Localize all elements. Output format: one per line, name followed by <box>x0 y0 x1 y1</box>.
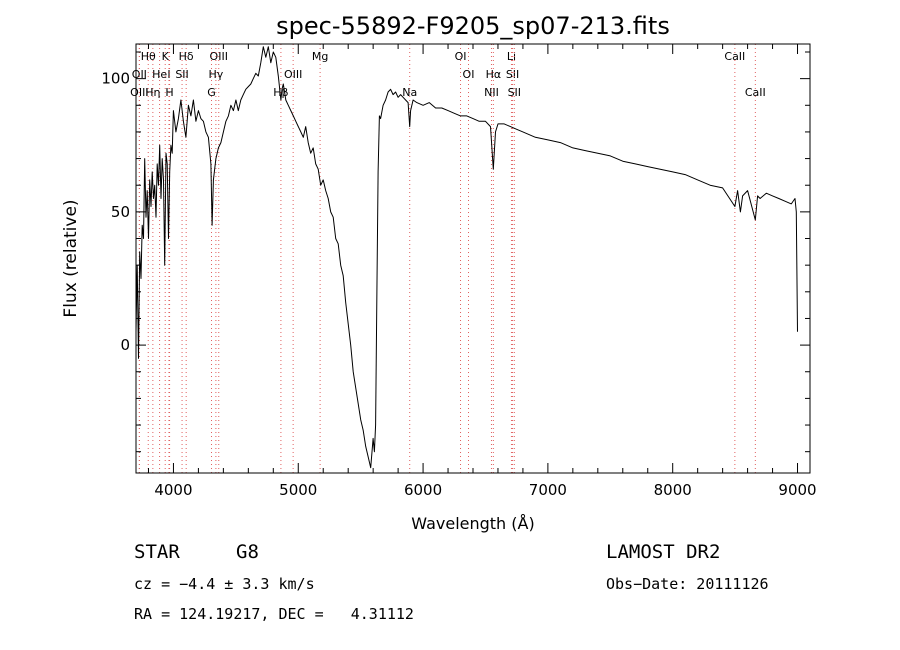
spectral-line-label: H <box>165 86 173 99</box>
spectral-line-label: Li <box>507 50 516 63</box>
spectral-line-label: OIII <box>130 86 148 99</box>
spectral-line-label: Hγ <box>208 68 223 81</box>
spectral-line-label: OIII <box>284 68 302 81</box>
y-tick-label: 100 <box>101 70 130 88</box>
x-tick-label: 4000 <box>154 481 192 499</box>
x-tick-label: 5000 <box>279 481 317 499</box>
redshift-text: cz = −4.4 ± 3.3 km/s <box>134 575 315 593</box>
chart-title: spec-55892-F9205_sp07-213.fits <box>276 12 670 40</box>
x-tick-label: 7000 <box>529 481 567 499</box>
y-axis-label: Flux (relative) <box>61 199 81 317</box>
spectral-line-label: SII <box>506 68 519 81</box>
y-tick-label: 0 <box>120 336 130 354</box>
plot-frame <box>135 43 811 474</box>
spectral-line-label: NII <box>484 86 499 99</box>
spectral-line-label: CaII <box>724 50 745 63</box>
spectral-class: G8 <box>236 541 259 563</box>
spectral-line-label: Hα <box>486 68 502 81</box>
spectral-line-label: G <box>207 86 216 99</box>
x-tick-label: 9000 <box>778 481 816 499</box>
x-axis-label: Wavelength (Å) <box>411 514 534 533</box>
spectral-line-label: Hδ <box>179 50 194 63</box>
x-tick-label: 6000 <box>404 481 442 499</box>
x-tick-label: 8000 <box>654 481 692 499</box>
spectral-line-label: He <box>152 68 167 81</box>
spectral-line-label: SII <box>508 86 521 99</box>
spectral-line-label: OIII <box>210 50 228 63</box>
spectral-line-label: I <box>167 68 170 81</box>
obs-date: Obs−Date: 20111126 <box>606 575 769 593</box>
spectral-line-label: Na <box>402 86 417 99</box>
spectral-line-label: Mg <box>312 50 328 63</box>
y-tick-label: 50 <box>111 203 130 221</box>
spectral-line-label: SII <box>175 68 188 81</box>
spectral-line-label: OI <box>455 50 467 63</box>
spectral-line-label: OI <box>463 68 475 81</box>
spectrum-line <box>135 46 798 469</box>
coordinates: RA = 124.19217, DEC = 4.31112 <box>134 605 414 623</box>
spectral-line-label: K <box>162 50 170 63</box>
object-type: STAR <box>134 541 180 563</box>
survey-name: LAMOST DR2 <box>606 541 721 563</box>
spectral-line-label: CaII <box>745 86 766 99</box>
spectral-line-label: Hθ <box>141 50 156 63</box>
spectral-line-label: Hη <box>145 86 160 99</box>
